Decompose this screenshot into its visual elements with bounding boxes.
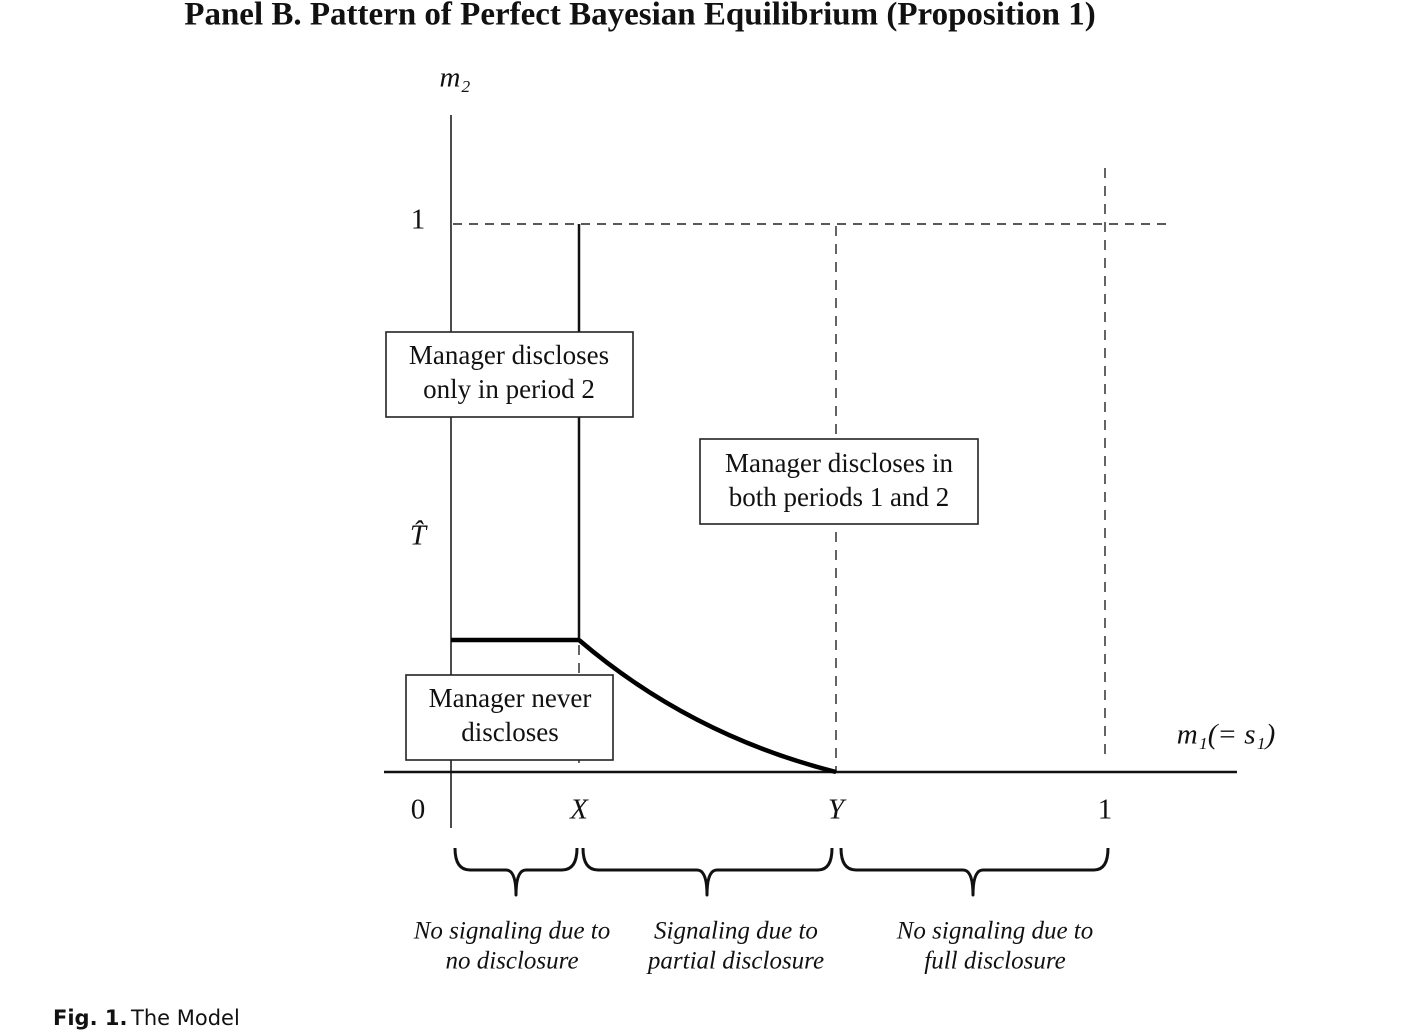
x-tick-label: Y: [828, 794, 847, 826]
caption-label: Fig. 1.: [53, 1006, 127, 1030]
region-text: Manager discloses in: [725, 448, 953, 478]
region-box: [405, 674, 614, 761]
x-axis-label: m₁(= s₁): [1177, 719, 1276, 751]
region-text: Manager discloses: [409, 340, 609, 370]
region-box: [699, 438, 979, 525]
region-text: both periods 1 and 2: [729, 482, 949, 512]
brace-label: Signaling due to: [654, 918, 818, 945]
region-text: only in period 2: [423, 374, 595, 404]
brace: [453, 847, 579, 897]
brace-label: partial disclosure: [646, 948, 824, 975]
brace: [839, 847, 1110, 897]
brace: [581, 847, 834, 897]
x-tick-label: 0: [411, 794, 426, 826]
region-text: Manager never: [429, 683, 592, 713]
region-text: discloses: [461, 717, 559, 747]
brace-label: No signaling due to: [413, 918, 611, 945]
brace-label: no disclosure: [445, 948, 578, 975]
brace-label: full disclosure: [924, 948, 1065, 975]
x-tick-label: X: [569, 794, 589, 826]
boundary-curve: [577, 638, 837, 775]
y-tick-label: 1: [411, 204, 426, 236]
caption-text: The Model: [130, 1006, 240, 1030]
x-tick-label: 1: [1098, 794, 1113, 826]
y-tick-label: T̂: [410, 519, 428, 552]
brace-label: No signaling due to: [896, 918, 1094, 945]
y-axis-label: m₂: [439, 62, 470, 94]
panel-title: Panel B. Pattern of Perfect Bayesian Equ…: [184, 0, 1095, 33]
region-box: [385, 331, 634, 418]
